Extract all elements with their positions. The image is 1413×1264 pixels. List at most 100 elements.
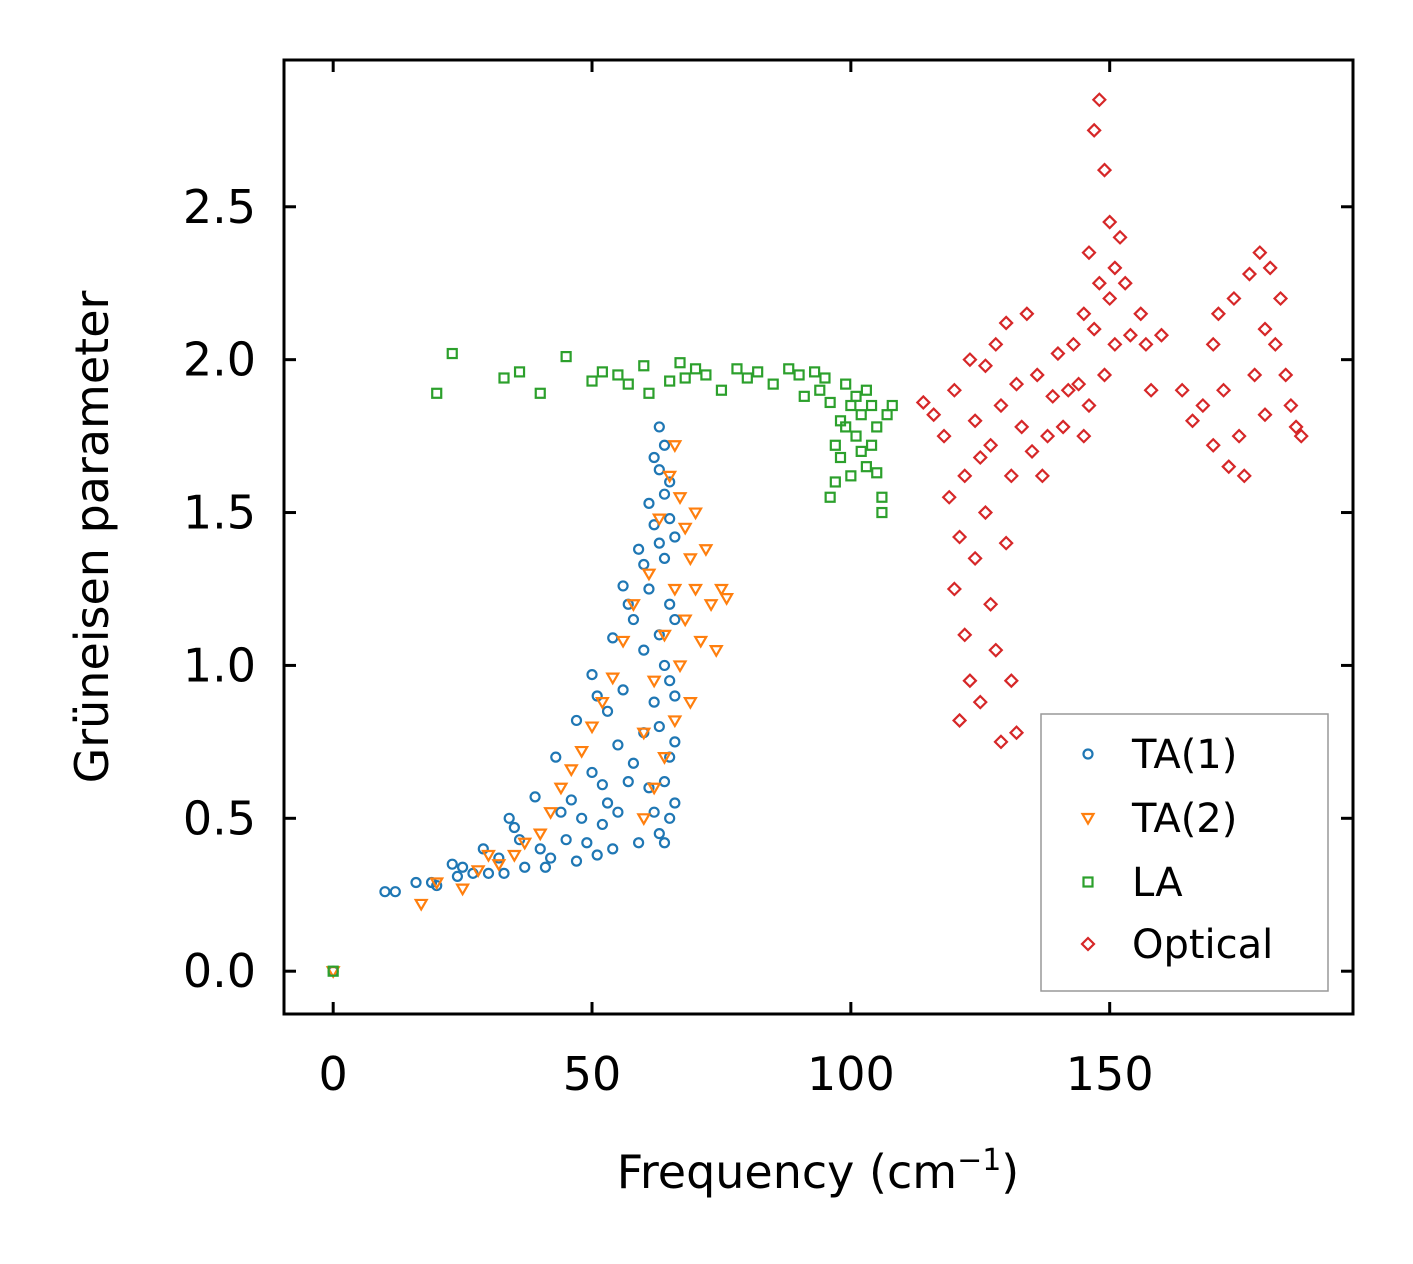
data-point-ta-1	[456, 861, 469, 873]
data-point-optical	[1278, 367, 1294, 383]
data-point-la	[700, 369, 712, 381]
data-point-la	[752, 366, 764, 378]
data-point-ta-1	[534, 843, 546, 855]
data-point-ta-1	[550, 751, 562, 763]
data-point-la	[850, 390, 862, 402]
data-point-la	[871, 467, 883, 479]
legend-label-la: LA	[1132, 860, 1183, 906]
data-point-optical	[1050, 345, 1066, 362]
data-point-ta-2	[667, 440, 683, 453]
data-point-ta-2	[594, 697, 610, 710]
data-point-optical	[998, 315, 1014, 331]
data-point-optical	[1091, 92, 1107, 108]
data-point-ta-1	[658, 659, 671, 672]
data-point-ta-1	[669, 736, 681, 748]
data-point-optical	[1003, 673, 1019, 689]
data-point-ta-1	[638, 644, 650, 656]
data-point-ta-2	[677, 614, 693, 628]
data-point-optical	[1138, 336, 1154, 352]
data-point-optical	[1014, 419, 1030, 435]
data-point-la	[431, 387, 443, 399]
data-point-optical	[1288, 419, 1304, 435]
data-point-ta-2	[636, 727, 652, 741]
data-point-optical	[1133, 306, 1149, 322]
data-point-la	[855, 445, 867, 457]
data-point-ta-1	[389, 886, 401, 898]
data-point-optical	[1040, 428, 1056, 444]
data-point-optical	[1221, 459, 1237, 475]
data-point-la	[643, 387, 655, 399]
data-point-optical	[915, 394, 931, 411]
data-point-optical	[1076, 306, 1092, 322]
plot-frame	[282, 58, 1355, 1016]
data-point-la	[783, 363, 795, 375]
data-point-optical	[977, 358, 994, 374]
data-point-optical	[962, 673, 978, 689]
data-point-optical	[1205, 336, 1221, 352]
data-point-la	[679, 372, 691, 384]
data-point-la	[840, 378, 852, 390]
data-point-ta-2	[708, 645, 724, 658]
data-point-la	[560, 350, 572, 363]
data-point-optical	[957, 468, 973, 484]
data-point-ta-1	[545, 852, 557, 864]
data-point-ta-1	[653, 537, 665, 549]
data-point-ta-2	[693, 635, 709, 649]
data-point-optical	[983, 437, 999, 453]
data-point-la	[845, 399, 857, 412]
data-point-ta-1	[607, 632, 619, 644]
data-point-ta-1	[643, 497, 655, 509]
data-point-ta-2	[584, 721, 600, 735]
data-point-optical	[1257, 407, 1273, 423]
data-point-optical	[1076, 428, 1092, 444]
data-point-optical	[1293, 428, 1309, 444]
data-point-la	[793, 369, 805, 381]
data-point-optical	[936, 428, 952, 444]
y-tick-label: 1.0	[183, 638, 256, 692]
data-point-la	[446, 347, 458, 360]
data-point-optical	[1267, 336, 1283, 352]
data-point-la	[731, 363, 743, 375]
data-point-ta-1	[612, 806, 624, 818]
data-point-ta-2	[657, 752, 672, 765]
data-point-optical	[1102, 290, 1118, 307]
data-point-la	[327, 965, 339, 977]
data-point-la	[865, 399, 878, 412]
data-point-ta-1	[648, 451, 660, 464]
data-point-ta-1	[596, 818, 608, 831]
data-point-optical	[1174, 382, 1190, 398]
data-point-la	[596, 366, 608, 378]
data-point-ta-1	[653, 421, 665, 433]
data-point-ta-1	[653, 720, 665, 733]
data-point-optical	[941, 489, 957, 505]
data-point-ta-1	[664, 513, 676, 525]
data-point-la	[829, 439, 841, 451]
data-point-optical	[1008, 725, 1025, 741]
data-point-ta-2	[517, 837, 533, 851]
data-point-optical	[1086, 122, 1102, 138]
x-axis-ticks: 0 50 100 150	[319, 60, 1154, 1101]
data-point-ta-2	[491, 859, 507, 872]
data-point-ta-1	[617, 684, 629, 696]
legend-marker-la	[1082, 876, 1094, 888]
data-point-la	[845, 470, 857, 482]
x-tick-label: 150	[1066, 1047, 1154, 1101]
data-point-optical	[1241, 266, 1258, 282]
data-point-ta-2	[563, 764, 579, 778]
data-point-ta-2	[667, 715, 683, 729]
legend-item-optical: Optical	[1080, 922, 1273, 968]
y-tick-label: 0.5	[183, 791, 256, 845]
data-point-la	[674, 357, 686, 369]
series-optical	[915, 92, 1309, 750]
data-point-optical	[1205, 437, 1221, 453]
data-point-ta-1	[586, 766, 598, 779]
data-point-ta-2	[682, 553, 698, 567]
data-point-ta-1	[482, 867, 495, 879]
data-point-la	[871, 421, 883, 433]
data-point-ta-2	[413, 898, 429, 912]
y-tick-label: 2.5	[183, 180, 256, 234]
data-point-optical	[1045, 388, 1061, 404]
data-point-ta-2	[682, 697, 698, 710]
legend-items: TA(1) TA(2) LA Optical	[1080, 732, 1273, 968]
x-axis-title: Frequency (cm−1)	[617, 1143, 1020, 1199]
